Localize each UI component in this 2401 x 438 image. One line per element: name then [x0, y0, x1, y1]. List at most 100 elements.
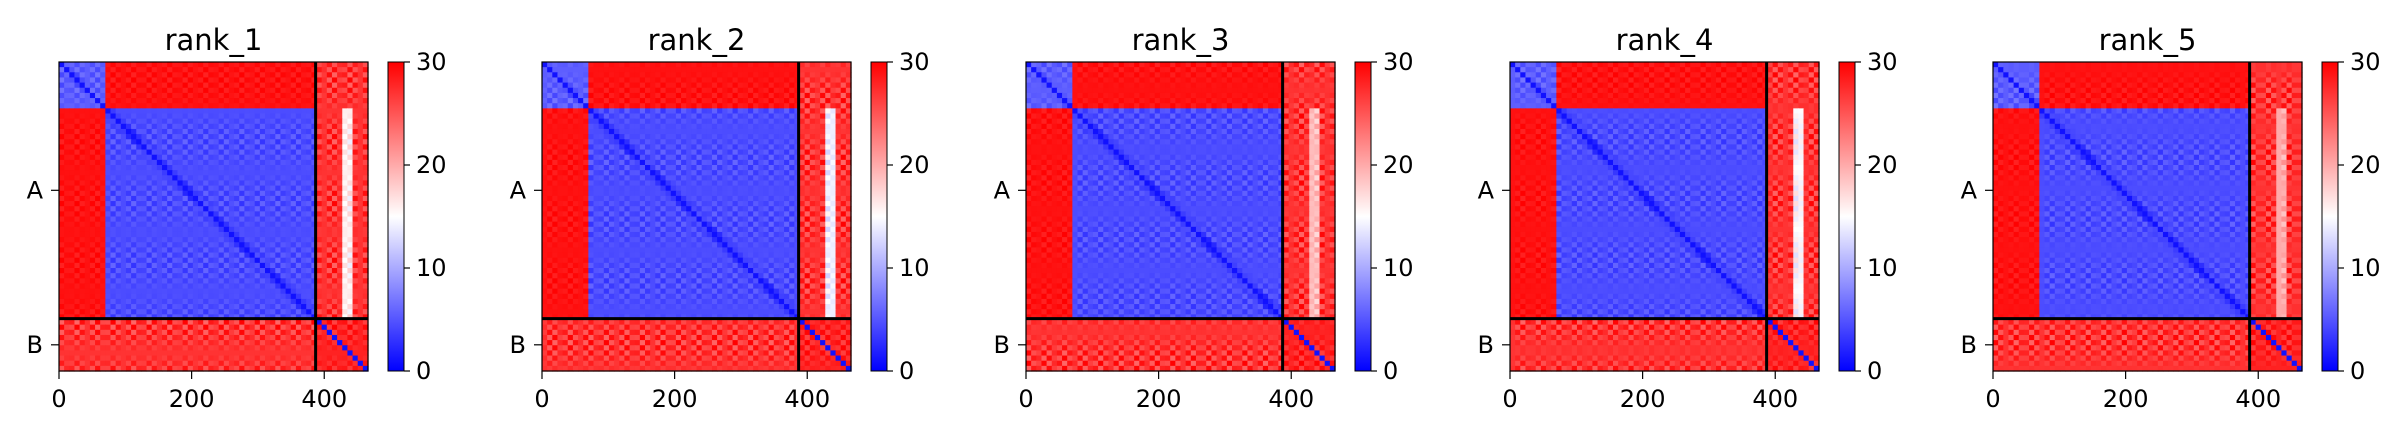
heatmap-cell	[254, 72, 261, 79]
heatmap-cell	[59, 108, 65, 115]
heatmap-cell	[331, 149, 338, 156]
heatmap-cell	[619, 154, 625, 161]
heatmap-cell	[136, 231, 142, 238]
heatmap-cell	[64, 118, 70, 125]
heatmap-cell	[696, 134, 703, 140]
heatmap-cell	[306, 113, 312, 120]
heatmap-cell	[265, 309, 271, 315]
heatmap-cell	[352, 231, 359, 238]
heatmap-cell	[768, 103, 775, 109]
heatmap-cell	[141, 262, 148, 269]
heatmap-cell	[598, 149, 605, 156]
heatmap-cell	[840, 92, 847, 99]
heatmap-cell	[239, 154, 245, 161]
heatmap-cell	[645, 154, 651, 161]
heatmap-cell	[187, 360, 194, 367]
heatmap-cell	[727, 123, 734, 130]
heatmap-cell	[192, 190, 199, 197]
heatmap-cell	[285, 103, 292, 109]
heatmap-cell	[270, 365, 276, 372]
heatmap-cell	[845, 92, 852, 99]
heatmap-cell	[624, 62, 631, 68]
heatmap-cell	[156, 67, 163, 73]
heatmap-cell	[131, 283, 137, 290]
heatmap-cell	[542, 98, 548, 104]
heatmap-cell	[239, 226, 245, 233]
heatmap-cell	[203, 283, 209, 290]
heatmap-cell	[552, 123, 559, 130]
heatmap-cell	[634, 103, 641, 109]
heatmap-cell	[172, 165, 179, 171]
heatmap-cell	[162, 87, 168, 94]
heatmap-cell	[347, 128, 354, 135]
heatmap-cell	[105, 360, 112, 367]
heatmap-cell	[321, 128, 328, 135]
heatmap-cell	[115, 247, 122, 254]
heatmap-cell	[259, 221, 266, 228]
heatmap-cell	[722, 108, 728, 115]
heatmap-cell	[244, 123, 251, 130]
heatmap-cell	[254, 108, 261, 115]
heatmap-cell	[758, 113, 765, 120]
heatmap-cell	[95, 334, 101, 341]
heatmap-cell	[249, 298, 256, 305]
colorbar-tick-label: 0	[416, 357, 431, 385]
heatmap-cell	[326, 180, 333, 187]
heatmap-cell	[347, 298, 354, 305]
heatmap-cell	[778, 154, 785, 161]
heatmap-cell	[105, 216, 112, 223]
heatmap-cell	[727, 77, 734, 84]
heatmap-cell	[213, 62, 220, 68]
heatmap-cell	[89, 226, 96, 233]
heatmap-cell	[79, 149, 86, 156]
heatmap-cell	[198, 309, 204, 315]
heatmap-cell	[151, 134, 158, 140]
heatmap-cell	[151, 288, 158, 295]
heatmap-cell	[830, 139, 837, 145]
heatmap-cell	[342, 309, 348, 315]
heatmap-cell	[290, 345, 297, 351]
heatmap-cell	[234, 92, 240, 99]
heatmap-cell	[290, 195, 297, 202]
heatmap-cell	[675, 165, 682, 171]
heatmap-cell	[182, 82, 189, 89]
heatmap-cell	[64, 262, 70, 269]
heatmap-cell	[208, 139, 215, 145]
heatmap-cell	[804, 92, 811, 99]
heatmap-cell	[141, 231, 148, 238]
heatmap-cell	[316, 72, 323, 79]
heatmap-cell	[326, 298, 333, 305]
heatmap-cell	[228, 185, 235, 192]
heatmap-cell	[218, 118, 225, 125]
heatmap-cell	[352, 247, 359, 254]
heatmap-cell	[629, 118, 636, 125]
heatmap-cell	[105, 252, 112, 259]
heatmap-cell	[326, 237, 333, 243]
heatmap-cell	[228, 324, 235, 331]
heatmap-cell	[789, 113, 795, 120]
heatmap-cell	[301, 231, 307, 238]
heatmap-cell	[208, 252, 215, 259]
heatmap-cell	[131, 350, 137, 357]
heatmap-cell	[639, 72, 646, 79]
heatmap-cell	[223, 118, 230, 125]
heatmap-cell	[763, 103, 770, 109]
heatmap-cell	[213, 350, 220, 357]
heatmap-cell	[768, 175, 775, 182]
heatmap-cell	[542, 108, 548, 115]
heatmap-cell	[342, 185, 348, 192]
heatmap-cell	[187, 87, 194, 94]
heatmap-cell	[748, 98, 754, 104]
heatmap-cell	[64, 283, 70, 290]
heatmap-cell	[342, 252, 348, 259]
heatmap-cell	[151, 334, 158, 341]
heatmap-cell	[270, 72, 276, 79]
heatmap-cell	[234, 247, 240, 254]
heatmap-cell	[110, 139, 117, 145]
heatmap-cell	[131, 365, 137, 372]
heatmap-cell	[89, 365, 96, 372]
heatmap-cell	[660, 92, 667, 99]
heatmap-cell	[218, 324, 225, 331]
heatmap-cell	[737, 170, 744, 176]
heatmap-cell	[814, 72, 821, 79]
